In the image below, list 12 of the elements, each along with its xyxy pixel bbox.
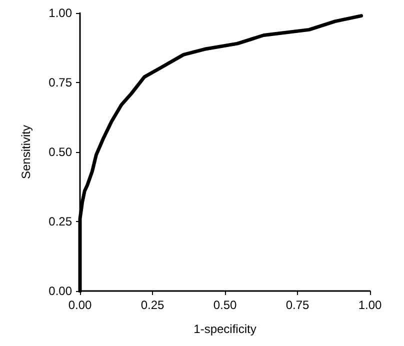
x-axis-title: 1-specificity (194, 322, 256, 336)
x-tick-label: 0.25 (140, 298, 164, 312)
x-tick-label: 1.00 (358, 298, 382, 312)
x-tick-label: 0.75 (286, 298, 310, 312)
x-tick-label: 0.50 (213, 298, 237, 312)
y-tick-label: 0.00 (48, 284, 72, 298)
y-tick-label: 0.50 (48, 145, 72, 159)
y-axis-title: Sensitivity (19, 124, 33, 180)
y-tick-label: 1.00 (48, 6, 72, 20)
y-tick-label: 0.75 (48, 76, 72, 90)
y-tick-label: 0.25 (48, 214, 72, 228)
x-tick-label: 0.00 (68, 298, 92, 312)
